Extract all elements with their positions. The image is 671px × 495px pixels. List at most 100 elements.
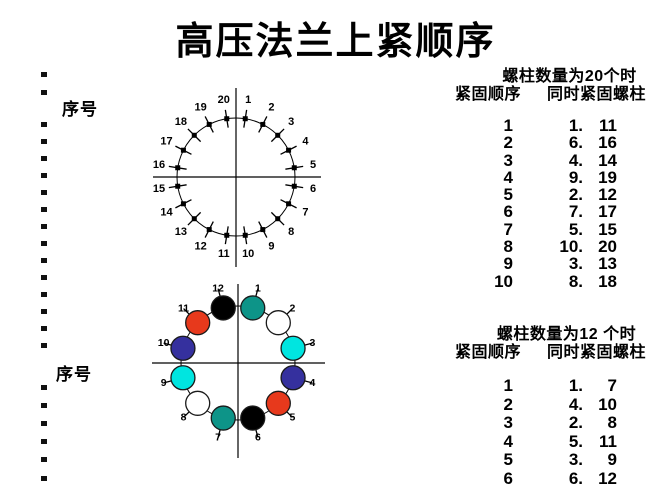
list-bullet xyxy=(41,309,47,314)
order-column-header: 紧固顺序 xyxy=(455,344,522,361)
list-bullet xyxy=(41,439,47,444)
bolt-marker xyxy=(175,183,181,189)
second-bolt-cell: 14 xyxy=(598,150,617,170)
bolt-marker xyxy=(191,216,197,222)
first-bolt-cell: 2. xyxy=(568,185,583,205)
list-bullet xyxy=(41,224,47,229)
first-bolt-cell: 8. xyxy=(568,271,583,291)
bolt-number: 6 xyxy=(255,431,261,443)
bolt-marker xyxy=(291,165,297,171)
bolt-number: 5 xyxy=(310,159,316,171)
first-bolt-cell: 7. xyxy=(568,202,583,222)
section-label-bottom: 序号 xyxy=(56,365,92,384)
bolt-cyan xyxy=(280,335,306,361)
bolts-column-header: 同时紧固螺柱 xyxy=(547,344,647,361)
bolt-number: 4 xyxy=(302,136,309,148)
order-cell: 5 xyxy=(503,450,513,470)
order-cell: 10 xyxy=(494,271,513,291)
second-bolt-cell: 19 xyxy=(598,167,617,187)
first-bolt-cell: 10. xyxy=(559,237,583,257)
order-cell: 1 xyxy=(503,376,513,395)
list-bullet xyxy=(41,258,47,263)
list-bullet xyxy=(41,122,47,127)
bolt-number: 2 xyxy=(268,102,274,114)
bolt-marker xyxy=(275,216,281,222)
table-20-title: 螺柱数量为20个时 xyxy=(502,68,637,85)
order-cell: 8 xyxy=(503,237,513,257)
first-bolt-cell: 4. xyxy=(568,394,583,414)
bolts-column-header: 同时紧固螺柱 xyxy=(547,86,647,103)
second-bolt-cell: 12 xyxy=(598,468,617,488)
second-bolt-cell: 8 xyxy=(607,413,617,433)
bolt-black xyxy=(240,405,266,431)
bolt-marker xyxy=(260,227,266,233)
second-bolt-cell: 7 xyxy=(607,376,617,395)
sequence-row: 1 1. 7 xyxy=(450,376,617,396)
section-label-top: 序号 xyxy=(62,100,98,119)
first-bolt-cell: 5. xyxy=(568,431,583,451)
list-bullet xyxy=(41,190,47,195)
second-bolt-cell: 18 xyxy=(598,271,617,291)
first-bolt-cell: 3. xyxy=(568,450,583,470)
order-cell: 4 xyxy=(503,167,513,187)
bolt-number: 10 xyxy=(242,248,254,260)
list-bullet xyxy=(41,241,47,246)
first-bolt-cell: 9. xyxy=(568,167,583,187)
bolt-number: 12 xyxy=(194,240,206,252)
bolt-number: 7 xyxy=(215,431,221,443)
bolt-number: 3 xyxy=(309,337,315,349)
list-bullet xyxy=(41,173,47,178)
bolt-teal xyxy=(240,295,266,321)
second-bolt-cell: 20 xyxy=(598,237,617,257)
bolt-marker xyxy=(260,121,266,127)
second-bolt-cell: 17 xyxy=(598,202,617,222)
bolt-red xyxy=(185,310,211,336)
sequence-row: 7 5. 15 xyxy=(450,219,617,239)
order-column-header: 紧固顺序 xyxy=(455,86,522,103)
bolt-marker xyxy=(291,183,297,189)
second-bolt-cell: 10 xyxy=(598,394,617,414)
bolt-number: 7 xyxy=(302,206,308,218)
sequence-row: 6 7. 17 xyxy=(450,202,617,222)
sequence-row: 4 9. 19 xyxy=(450,167,617,187)
bolt-marker xyxy=(275,132,281,138)
sequence-row: 8 10. 20 xyxy=(450,237,617,257)
second-bolt-cell: 15 xyxy=(598,219,617,239)
order-cell: 6 xyxy=(503,202,513,222)
bolt-number: 14 xyxy=(160,206,173,218)
list-bullet xyxy=(41,385,47,390)
bolt-number: 9 xyxy=(161,377,167,389)
order-cell: 5 xyxy=(503,185,513,205)
bolt-white xyxy=(265,310,291,336)
second-bolt-cell: 16 xyxy=(598,133,617,153)
first-bolt-cell: 1. xyxy=(568,116,583,135)
bolt-number: 11 xyxy=(178,303,189,315)
sequence-row: 3 2. 8 xyxy=(450,414,617,433)
first-bolt-cell: 6. xyxy=(568,468,583,488)
bolt-red xyxy=(265,390,291,416)
bolt-marker xyxy=(191,132,197,138)
bolt-number: 1 xyxy=(255,283,261,295)
list-bullet xyxy=(41,403,47,408)
bolt-number: 1 xyxy=(245,94,251,106)
second-bolt-cell: 12 xyxy=(598,185,617,205)
bolt-cyan xyxy=(170,365,196,391)
list-bullet xyxy=(41,457,47,462)
list-bullet xyxy=(41,90,47,95)
bolt-marker xyxy=(286,201,292,207)
bolt-black xyxy=(210,295,236,321)
sequence-row: 10 8. 18 xyxy=(450,271,617,291)
order-cell: 7 xyxy=(503,219,513,239)
first-bolt-cell: 4. xyxy=(568,150,583,170)
table-20-rows: 1 1. 11 2 6. 16 3 4. 14 4 9. 19 5 2. 12 6 7. 17 7 5. 15 8 10. 2… xyxy=(450,117,617,290)
bolt-number: 16 xyxy=(153,159,165,171)
bolt-number: 2 xyxy=(290,303,296,315)
bolt-number: 4 xyxy=(309,377,315,389)
sequence-row: 2 4. 10 xyxy=(450,394,617,415)
first-bolt-cell: 3. xyxy=(568,254,583,274)
bolt-marker xyxy=(175,165,181,171)
list-bullet xyxy=(41,476,47,481)
bolt-navy xyxy=(170,335,196,361)
order-cell: 1 xyxy=(503,116,513,135)
